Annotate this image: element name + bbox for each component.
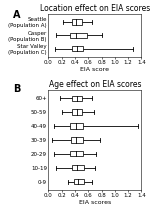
Title: Age effect on EIA scores: Age effect on EIA scores — [49, 80, 141, 89]
Bar — [72, 96, 82, 101]
Bar — [70, 33, 87, 38]
Bar — [72, 46, 83, 51]
X-axis label: EIA score: EIA score — [80, 67, 109, 72]
Bar — [72, 19, 82, 24]
Text: B: B — [13, 84, 20, 94]
Bar — [74, 179, 84, 184]
Bar — [72, 165, 84, 170]
Bar — [72, 110, 82, 115]
Bar — [70, 123, 83, 129]
X-axis label: EIA scores: EIA scores — [79, 200, 111, 205]
Title: Location effect on EIA scores: Location effect on EIA scores — [40, 4, 150, 13]
Bar — [71, 137, 83, 143]
Bar — [70, 151, 83, 157]
Text: A: A — [13, 10, 20, 20]
